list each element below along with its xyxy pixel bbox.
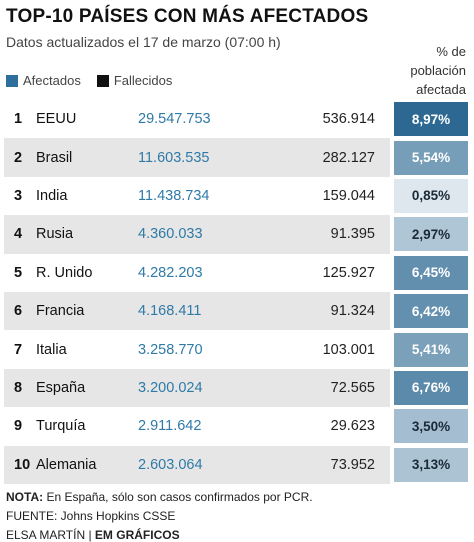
pct-cell: 5,41% [394, 332, 468, 367]
deaths-cell: 91.324 [330, 303, 375, 320]
pct-cell: 6,45% [394, 255, 468, 290]
country-cell: Turquía [36, 418, 86, 435]
rank-cell: 8 [14, 379, 23, 396]
chart-title: TOP-10 PAÍSES CON MÁS AFECTADOS [6, 6, 369, 27]
pct-cell: 3,50% [394, 409, 468, 444]
rank-cell: 5 [14, 264, 23, 281]
row-background [4, 215, 390, 254]
country-cell: Francia [36, 303, 85, 320]
deaths-cell: 29.623 [330, 418, 375, 435]
table-row: 6 Francia 4.168.411 91.324 6,42% [4, 291, 470, 331]
affected-cell: 2.603.064 [138, 456, 203, 473]
legend-item-deaths: Fallecidos [96, 73, 173, 88]
country-cell: EEUU [36, 111, 77, 128]
rank-cell: 7 [14, 341, 23, 358]
pct-header-line: afectada [416, 82, 466, 97]
deaths-cell: 159.044 [322, 187, 375, 204]
pct-cell: 8,97% [394, 102, 468, 137]
rank-cell: 4 [14, 226, 23, 243]
note-text: En España, sólo son casos confirmados po… [43, 490, 313, 504]
footer: NOTA: En España, sólo son casos confirma… [6, 488, 313, 542]
deaths-cell: 125.927 [322, 264, 375, 281]
deaths-cell: 73.952 [330, 456, 375, 473]
rank-cell: 1 [14, 111, 23, 128]
footer-note: NOTA: En España, sólo son casos confirma… [6, 488, 313, 507]
table-row: 5 R. Unido 4.282.203 125.927 6,45% [4, 254, 470, 292]
rank-cell: 9 [14, 418, 23, 435]
table-row: 10 Alemania 2.603.064 73.952 3,13% [4, 445, 470, 484]
legend-swatch-affected [6, 74, 18, 87]
deaths-cell: 103.001 [322, 341, 375, 358]
table-row: 2 Brasil 11.603.535 282.127 5,54% [4, 138, 470, 177]
table-row: 7 Italia 3.258.770 103.001 5,41% [4, 330, 470, 368]
deaths-cell: 536.914 [322, 111, 375, 128]
table-row: 1 EEUU 29.547.753 536.914 8,97% [4, 100, 470, 138]
pct-cell: 6,42% [394, 294, 468, 329]
pct-column-header: % de población afectada [390, 42, 466, 99]
affected-cell: 4.360.033 [138, 226, 203, 243]
pct-cell: 5,54% [394, 140, 468, 175]
rank-cell: 2 [14, 149, 23, 166]
affected-cell: 11.603.535 [138, 149, 210, 166]
pct-cell: 6,76% [394, 370, 468, 405]
country-cell: Rusia [36, 226, 74, 243]
country-cell: Brasil [36, 149, 73, 166]
pct-cell: 0,85% [394, 178, 468, 213]
footer-credit: ELSA MARTÍN | EM GRÁFICOS [6, 526, 313, 542]
table-row: 4 Rusia 4.360.033 91.395 2,97% [4, 215, 470, 254]
footer-source: FUENTE: Johns Hopkins CSSE [6, 509, 176, 523]
legend-item-affected: Afectados [6, 73, 81, 88]
note-label: NOTA: [6, 490, 44, 504]
affected-cell: 11.438.734 [138, 187, 210, 204]
affected-cell: 3.258.770 [138, 341, 203, 358]
pct-header-line: % de [436, 44, 466, 59]
affected-cell: 2.911.642 [138, 418, 202, 435]
pct-cell: 2,97% [394, 217, 468, 252]
row-background [4, 445, 390, 484]
table-row: 3 India 11.438.734 159.044 0,85% [4, 177, 470, 215]
pct-header-line: población [410, 63, 466, 78]
author: ELSA MARTÍN | [6, 528, 95, 542]
rank-cell: 6 [14, 303, 23, 320]
legend-label-deaths: Fallecidos [113, 73, 173, 88]
affected-cell: 4.168.411 [138, 303, 202, 320]
deaths-cell: 72.565 [330, 379, 375, 396]
row-background [4, 291, 390, 331]
data-table: 1 EEUU 29.547.753 536.914 8,97% 2 Brasil 11.603… [4, 100, 470, 484]
row-background [4, 368, 390, 408]
country-cell: India [36, 187, 68, 204]
country-cell: R. Unido [36, 264, 93, 281]
affected-cell: 3.200.024 [138, 379, 203, 396]
table-row: 9 Turquía 2.911.642 29.623 3,50% [4, 407, 470, 445]
pct-cell: 3,13% [394, 447, 468, 482]
legend: Afectados Fallecidos [6, 73, 188, 88]
chart-subtitle: Datos actualizados el 17 de marzo (07:00… [6, 34, 281, 50]
affected-cell: 29.547.753 [138, 111, 211, 128]
deaths-cell: 282.127 [322, 149, 375, 166]
legend-swatch-deaths [96, 74, 109, 87]
row-background [4, 138, 390, 177]
deaths-cell: 91.395 [330, 226, 375, 243]
country-cell: Alemania [36, 456, 97, 473]
rank-cell: 3 [14, 187, 23, 204]
table-row: 8 España 3.200.024 72.565 6,76% [4, 368, 470, 408]
legend-label-affected: Afectados [23, 73, 81, 88]
rank-cell: 10 [14, 456, 31, 473]
country-cell: España [36, 379, 86, 396]
brand: EM GRÁFICOS [94, 528, 180, 542]
affected-cell: 4.282.203 [138, 264, 203, 281]
country-cell: Italia [36, 341, 67, 358]
